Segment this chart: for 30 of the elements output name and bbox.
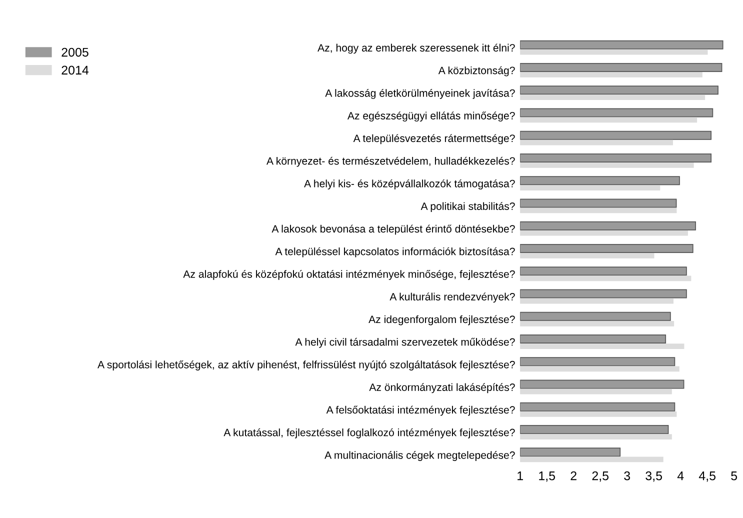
legend-label: 2005 bbox=[62, 48, 88, 57]
x-tick-label: 5 bbox=[731, 472, 738, 480]
y-tick-label: A helyi civil társadalmi szervezetek működése? bbox=[295, 338, 515, 348]
y-tick-label: Az, hogy az emberek szeressenek itt élni? bbox=[318, 44, 515, 54]
x-tick-label: 1,5 bbox=[539, 472, 556, 482]
y-tick-label: A településvezetés rátermettsége? bbox=[353, 134, 515, 144]
x-tick-label: 2,5 bbox=[592, 471, 609, 482]
x-tick-label: 3 bbox=[624, 471, 630, 480]
y-tick-label: A településsel kapcsolatos információk biztosítása? bbox=[275, 247, 515, 258]
y-tick-label: Az alapfokú és középfokú oktatási intézmények minősége, fejlesztése? bbox=[183, 270, 515, 280]
y-tick-label: A közbiztonság? bbox=[438, 66, 515, 76]
y-tick-label: Az egészségügyi ellátás minősége? bbox=[347, 112, 515, 122]
y-tick-label: A környezet- és természetvédelem, hulladékkezelés? bbox=[266, 156, 515, 167]
x-tick-label: 3,5 bbox=[646, 471, 662, 482]
x-tick-label: 2 bbox=[570, 471, 576, 480]
y-tick-label: A kutatással, fejlesztéssel foglalkozó intézmények fejlesztése? bbox=[224, 428, 515, 438]
y-tick-label: A lakosok bevonása a települést érintő döntésekbe? bbox=[272, 224, 515, 235]
y-tick-label: A kulturális rendezvények? bbox=[390, 292, 515, 303]
y-tick-label: A multinacionális cégek megtelepedése? bbox=[324, 451, 515, 461]
x-tick-label: 4 bbox=[677, 472, 684, 480]
y-tick-label: A helyi kis- és középvállalkozók támogatása? bbox=[304, 179, 515, 190]
x-tick-label: 1 bbox=[518, 472, 523, 480]
y-tick-label: A lakosság életkörülményeinek javítása? bbox=[325, 88, 515, 99]
y-tick-label: A felsőoktatási intézmények fejlesztése? bbox=[326, 406, 515, 416]
y-tick-label: A sportolási lehetőségek, az aktív pihenést, felfrissülést nyújtó szolgáltatások fejlesztése? bbox=[98, 360, 515, 370]
y-tick-label: Az idegenforgalom fejlesztése? bbox=[368, 315, 515, 326]
y-tick-label: A politikai stabilitás? bbox=[420, 202, 515, 212]
x-tick-label: 4,5 bbox=[698, 472, 716, 482]
y-tick-label: Az önkormányzati lakásépítés? bbox=[369, 383, 515, 394]
legend-label: 2014 bbox=[62, 66, 89, 75]
